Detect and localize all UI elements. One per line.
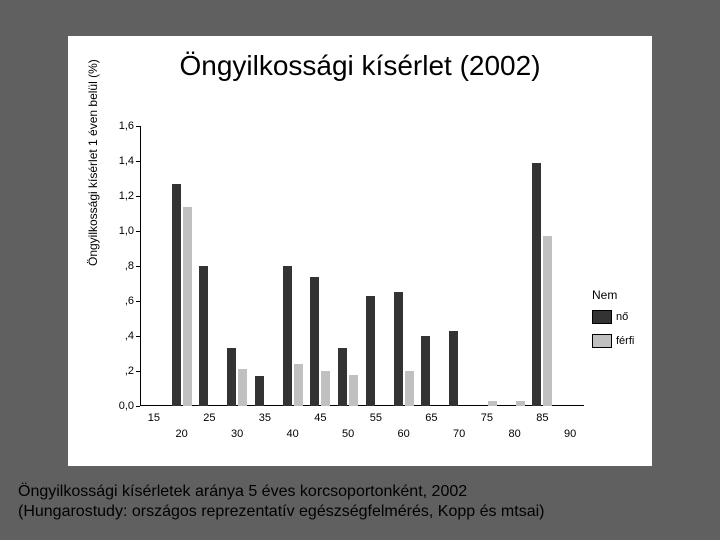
x-tick-label: 25 (203, 412, 215, 424)
bar-ferfi (238, 369, 247, 406)
y-tick-label: ,8 (125, 260, 134, 272)
plot-area: 0,0,2,4,6,81,01,21,41,6 1525354555657585… (140, 126, 584, 406)
x-tick-label: 65 (425, 412, 437, 424)
bar-ferfi (349, 375, 358, 407)
x-tick-label: 50 (342, 428, 354, 440)
y-tick-label: 1,4 (119, 155, 134, 167)
y-axis-label: Öngyilkossági kísérlet 1 éven belül (%) (86, 59, 100, 266)
bar-no (338, 348, 347, 406)
x-tick-label: 30 (231, 428, 243, 440)
bar-no (227, 348, 236, 406)
y-tick-label: 1,6 (119, 120, 134, 132)
slide: Öngyilkossági kísérlet (2002) Öngyilkoss… (0, 0, 720, 540)
x-tick-label: 80 (509, 428, 521, 440)
bar-no (199, 266, 208, 406)
legend: Nem nő férfi (592, 288, 646, 358)
bar-ferfi (183, 207, 192, 407)
legend-label-ferfi: férfi (616, 335, 634, 347)
x-tick-label: 75 (481, 412, 493, 424)
swatch-no (592, 310, 612, 324)
bar-no (421, 336, 430, 406)
bar-no (310, 277, 319, 407)
x-tick-label: 70 (453, 428, 465, 440)
x-tick-label: 90 (564, 428, 576, 440)
bar-ferfi (488, 401, 497, 406)
x-tick-label: 55 (370, 412, 382, 424)
bar-no (283, 266, 292, 406)
legend-row-ferfi: férfi (592, 334, 646, 348)
y-tick-label: ,6 (125, 295, 134, 307)
bar-ferfi (294, 364, 303, 406)
x-tick-label: 35 (259, 412, 271, 424)
x-tick-label: 40 (287, 428, 299, 440)
y-tick-label: ,2 (125, 365, 134, 377)
x-tick-label: 45 (314, 412, 326, 424)
y-tick-label: ,4 (125, 330, 134, 342)
chart-title: Öngyilkossági kísérlet (2002) (68, 50, 652, 82)
bar-no (449, 331, 458, 406)
y-tick-label: 1,0 (119, 225, 134, 237)
x-tick-label: 85 (536, 412, 548, 424)
caption: Öngyilkossági kísérletek aránya 5 éves k… (18, 482, 544, 522)
bar-no (255, 376, 264, 406)
y-tick-label: 1,2 (119, 190, 134, 202)
bar-no (172, 184, 181, 406)
x-tick-label: 15 (148, 412, 160, 424)
caption-line1: Öngyilkossági kísérletek aránya 5 éves k… (18, 482, 544, 502)
chart-panel: Öngyilkossági kísérlet (2002) Öngyilkoss… (68, 36, 652, 466)
legend-row-no: nő (592, 310, 646, 324)
legend-label-no: nő (616, 311, 628, 323)
bars (140, 126, 584, 406)
bar-no (394, 292, 403, 406)
y-tick-label: 0,0 (119, 400, 134, 412)
bar-ferfi (321, 371, 330, 406)
legend-title: Nem (592, 288, 646, 302)
swatch-ferfi (592, 334, 612, 348)
bar-ferfi (543, 236, 552, 406)
bar-no (366, 296, 375, 406)
x-tick-label: 20 (176, 428, 188, 440)
x-tick-label: 60 (398, 428, 410, 440)
bar-ferfi (405, 371, 414, 406)
y-tick-mark (136, 406, 140, 407)
bar-no (532, 163, 541, 406)
caption-line2: (Hungarostudy: országos reprezentatív eg… (18, 502, 544, 522)
bar-ferfi (516, 401, 525, 406)
